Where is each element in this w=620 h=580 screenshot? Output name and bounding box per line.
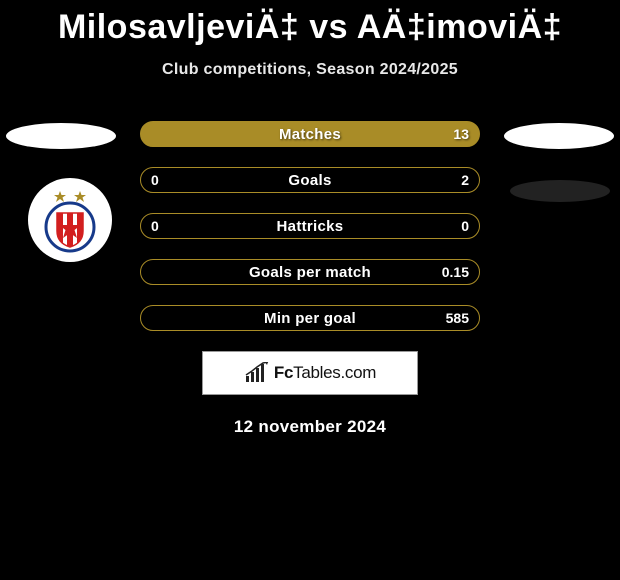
stat-row: Min per goal 585 [140, 305, 480, 331]
date-text: 12 november 2024 [0, 417, 620, 437]
brand-box: FcTables.com [202, 351, 418, 395]
stat-row: Goals per match 0.15 [140, 259, 480, 285]
brand-text: FcTables.com [274, 363, 376, 383]
stats-block: Matches 13 0 Goals 2 0 Hattricks 0 Goals per mat… [140, 121, 480, 331]
player-right-placeholder [504, 123, 614, 149]
stat-right-value: 13 [453, 126, 469, 142]
badge-star-icon [74, 191, 86, 202]
stat-label: Min per goal [264, 310, 356, 327]
page-subtitle: Club competitions, Season 2024/2025 [0, 61, 620, 79]
stat-row: Matches 13 [140, 121, 480, 147]
stat-right-value: 0 [461, 218, 469, 234]
page-title: MilosavljeviÄ‡ vs AÄ‡imoviÄ‡ [0, 8, 620, 47]
stat-right-value: 585 [446, 310, 469, 326]
stat-label: Matches [279, 126, 341, 143]
stat-row: 0 Goals 2 [140, 167, 480, 193]
stat-label: Goals per match [249, 264, 371, 281]
club-badge [28, 178, 112, 262]
stat-right-value: 0.15 [442, 264, 469, 280]
silhouette-right [510, 180, 610, 202]
brand-text-bold: Fc [274, 363, 293, 382]
stat-label: Hattricks [277, 218, 344, 235]
stat-right-value: 2 [461, 172, 469, 188]
badge-star-icon [54, 191, 66, 202]
player-left-placeholder [6, 123, 116, 149]
brand-chart-icon [244, 362, 270, 384]
brand-text-rest: Tables.com [293, 363, 376, 382]
stat-label: Goals [288, 172, 331, 189]
stat-left-value: 0 [151, 218, 159, 234]
stat-row: 0 Hattricks 0 [140, 213, 480, 239]
stat-left-value: 0 [151, 172, 159, 188]
